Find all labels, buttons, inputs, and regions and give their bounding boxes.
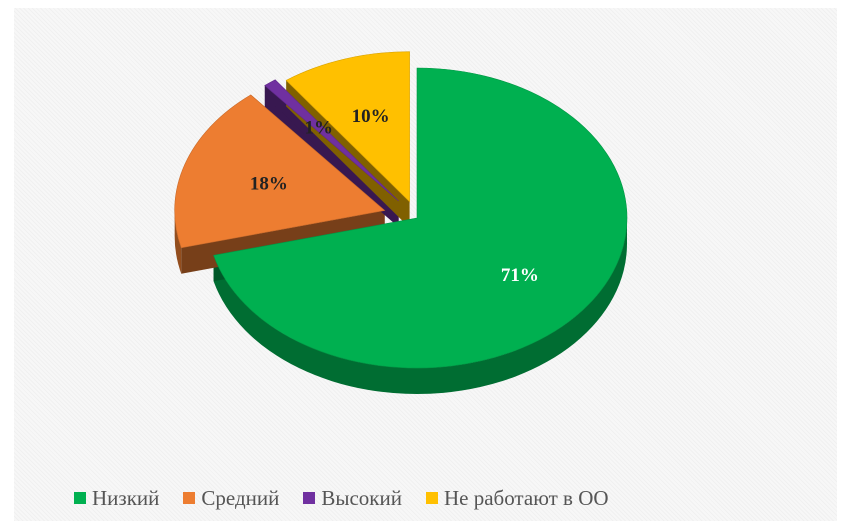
slice-средний [174,94,386,249]
chart-area: 71% 18% 1% 10% Низкий Средний Высокий Не работ… [14,8,837,521]
chart-legend: Низкий Средний Высокий Не работают в ОО [74,478,834,518]
legend-item-высокий: Высокий [303,486,402,511]
legend-swatch [425,492,438,504]
legend-label: Низкий [92,485,160,510]
slice-высокий [264,79,399,202]
data-label-высокий: 1% [305,118,334,139]
slice-side-средний [174,210,182,274]
legend-swatch [303,492,316,504]
legend-swatch [183,492,196,504]
data-label-не-работают-в-оо: 10% [352,106,390,127]
slice-не-работают-в-оо [285,51,410,203]
data-label-средний: 18% [250,174,288,195]
legend-item-не-работают-в-оо: Не работают в ОО [425,485,609,511]
legend-item-средний: Средний [183,486,279,511]
legend-label: Средний [201,485,280,510]
legend-item-низкий: Низкий [74,486,159,511]
slice-низкий [213,67,628,369]
data-label-низкий: 71% [501,265,539,286]
pie-chart: 71% 18% 1% 10% [174,51,628,395]
legend-swatch [74,492,86,504]
legend-label: Не работают в ОО [443,485,609,510]
legend-label: Высокий [321,485,402,510]
